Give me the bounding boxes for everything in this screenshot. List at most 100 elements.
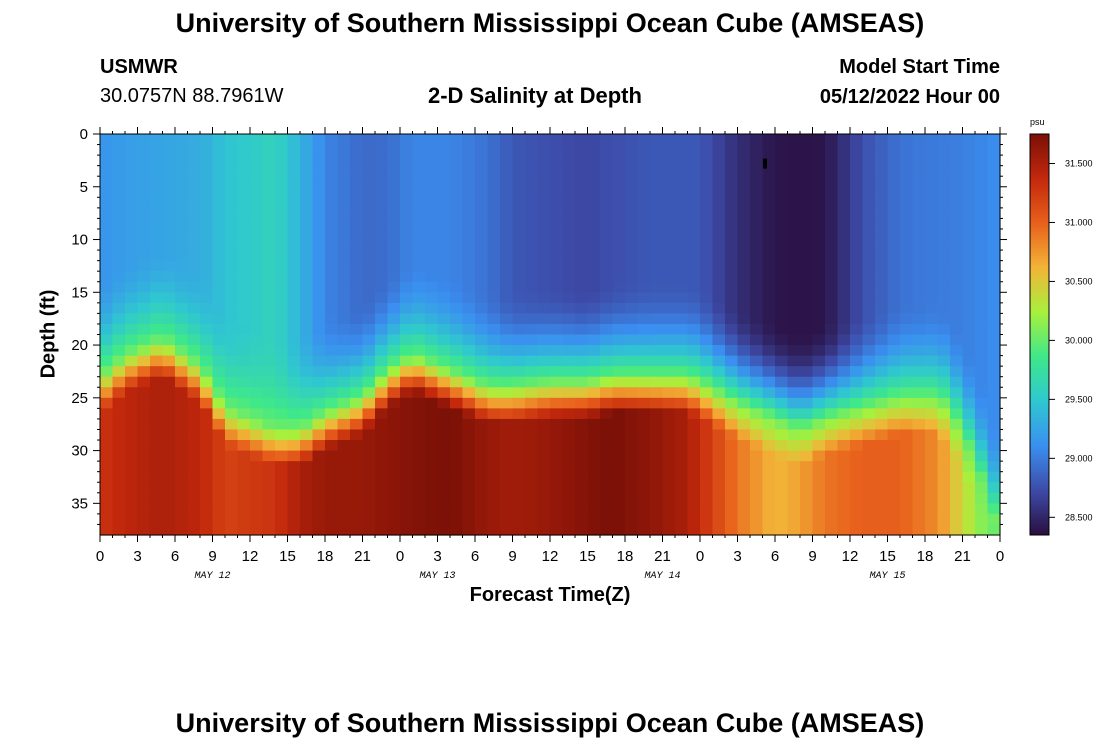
heatmap-cell bbox=[962, 345, 976, 357]
heatmap-cell bbox=[200, 461, 214, 473]
heatmap-cell bbox=[400, 313, 414, 325]
heatmap-cell bbox=[712, 186, 726, 198]
heatmap-cell bbox=[725, 376, 739, 388]
heatmap-cell bbox=[837, 376, 851, 388]
heatmap-cell bbox=[225, 366, 239, 378]
heatmap-cell bbox=[187, 461, 201, 473]
heatmap-cell bbox=[325, 144, 339, 156]
heatmap-cell bbox=[375, 144, 389, 156]
heatmap-cell bbox=[412, 239, 426, 251]
heatmap-cell bbox=[312, 492, 326, 504]
heatmap-cell bbox=[850, 471, 864, 483]
heatmap-cell bbox=[650, 492, 664, 504]
heatmap-cell bbox=[500, 376, 514, 388]
heatmap-cell bbox=[537, 218, 551, 230]
heatmap-cell bbox=[225, 482, 239, 494]
heatmap-cell bbox=[662, 165, 676, 177]
heatmap-cell bbox=[300, 207, 314, 220]
heatmap-cell bbox=[325, 418, 339, 431]
heatmap-cell bbox=[600, 366, 614, 378]
heatmap-cell bbox=[487, 228, 501, 241]
heatmap-cell bbox=[662, 197, 676, 209]
heatmap-cell bbox=[312, 323, 326, 336]
heatmap-cell bbox=[725, 292, 739, 304]
heatmap-cell bbox=[612, 334, 626, 346]
heatmap-cell bbox=[850, 218, 864, 230]
heatmap-cell bbox=[412, 207, 426, 220]
heatmap-cell bbox=[350, 376, 364, 388]
heatmap-cell bbox=[400, 186, 414, 198]
heatmap-cell bbox=[262, 524, 276, 536]
heatmap-cell bbox=[387, 482, 401, 494]
heatmap-cell bbox=[900, 418, 914, 431]
heatmap-cell bbox=[925, 144, 939, 156]
heatmap-cell bbox=[200, 376, 214, 388]
heatmap-cell bbox=[375, 461, 389, 473]
heatmap-cell bbox=[475, 376, 489, 388]
heatmap-cell bbox=[775, 218, 789, 230]
heatmap-cell bbox=[537, 239, 551, 251]
heatmap-cell bbox=[387, 176, 401, 188]
heatmap-cell bbox=[237, 271, 251, 283]
heatmap-cell bbox=[475, 513, 489, 526]
heatmap-cell bbox=[575, 281, 589, 293]
heatmap-cell bbox=[812, 513, 826, 526]
heatmap-cell bbox=[900, 218, 914, 230]
heatmap-cell bbox=[275, 281, 289, 293]
heatmap-cell bbox=[212, 429, 226, 441]
heatmap-cell bbox=[625, 524, 639, 536]
heatmap-cell bbox=[625, 482, 639, 494]
heatmap-cell bbox=[462, 134, 476, 146]
heatmap-cell bbox=[825, 503, 839, 515]
heatmap-cell bbox=[400, 155, 414, 167]
heatmap-cell bbox=[500, 450, 514, 462]
heatmap-cell bbox=[175, 197, 189, 209]
heatmap-cell bbox=[337, 228, 351, 241]
heatmap-cell bbox=[875, 482, 889, 494]
heatmap-cell bbox=[737, 228, 751, 241]
heatmap-cell bbox=[662, 492, 676, 504]
heatmap-cell bbox=[237, 376, 251, 388]
heatmap-cell bbox=[675, 281, 689, 293]
heatmap-cell bbox=[550, 165, 564, 177]
heatmap-cell bbox=[287, 418, 301, 431]
heatmap-cell bbox=[825, 313, 839, 325]
heatmap-cell bbox=[425, 165, 439, 177]
heatmap-cell bbox=[900, 302, 914, 314]
heatmap-cell bbox=[962, 408, 976, 420]
heatmap-cell bbox=[537, 482, 551, 494]
heatmap-cell bbox=[975, 376, 989, 388]
heatmap-cell bbox=[937, 134, 951, 146]
heatmap-cell bbox=[250, 376, 264, 388]
heatmap-cell bbox=[112, 492, 126, 504]
heatmap-cell bbox=[762, 176, 776, 188]
heatmap-cell bbox=[287, 228, 301, 241]
heatmap-cell bbox=[762, 513, 776, 526]
heatmap-cell bbox=[312, 440, 326, 452]
heatmap-cell bbox=[737, 313, 751, 325]
heatmap-cell bbox=[412, 513, 426, 526]
heatmap-cell bbox=[312, 355, 326, 367]
heatmap-cell bbox=[837, 461, 851, 473]
heatmap-cell bbox=[300, 376, 314, 388]
heatmap-cell bbox=[850, 524, 864, 536]
heatmap-cell bbox=[300, 250, 314, 262]
heatmap-cell bbox=[912, 429, 926, 441]
heatmap-cell bbox=[812, 387, 826, 399]
heatmap-cell bbox=[462, 492, 476, 504]
heatmap-cell bbox=[387, 186, 401, 198]
heatmap-cell bbox=[125, 144, 139, 156]
heatmap-cell bbox=[787, 524, 801, 536]
heatmap-cell bbox=[162, 387, 176, 399]
heatmap-cell bbox=[862, 366, 876, 378]
heatmap-cell bbox=[562, 207, 576, 220]
heatmap-cell bbox=[125, 239, 139, 251]
heatmap-cell bbox=[775, 323, 789, 336]
heatmap-cell bbox=[525, 334, 539, 346]
heatmap-cell bbox=[475, 450, 489, 462]
heatmap-cell bbox=[850, 376, 864, 388]
heatmap-cell bbox=[137, 513, 151, 526]
heatmap-cell bbox=[237, 134, 251, 146]
heatmap-cell bbox=[725, 334, 739, 346]
heatmap-cell bbox=[987, 334, 1001, 346]
